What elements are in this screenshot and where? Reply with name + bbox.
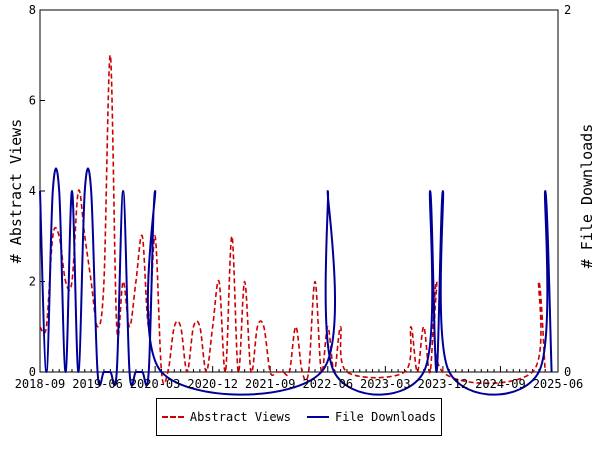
series-layer bbox=[39, 54, 553, 396]
y-left-tick-label: 0 bbox=[29, 365, 36, 379]
x-tick-label: 2024-09 bbox=[475, 377, 526, 391]
x-tick-label: 2022-06 bbox=[302, 377, 353, 391]
x-tick-label: 2019-06 bbox=[72, 377, 123, 391]
y-right-tick-label: 2 bbox=[564, 3, 571, 17]
x-tick-label: 2020-12 bbox=[187, 377, 238, 391]
y-right-tick-label: 0 bbox=[564, 365, 571, 379]
legend-item-abstract-views: Abstract Views bbox=[161, 410, 291, 424]
legend-item-file-downloads: File Downloads bbox=[307, 410, 436, 424]
labels-layer: 2018-09 2019-06 2020-03 2020-12 2021-09 2022-… bbox=[15, 3, 584, 391]
y-left-tick-label: 6 bbox=[29, 94, 36, 108]
x-tick-label: 2021-09 bbox=[245, 377, 296, 391]
legend-label-file-downloads: File Downloads bbox=[335, 410, 437, 424]
y-axis-left-title: # Abstract Views bbox=[7, 119, 25, 264]
x-tick-label: 2018-09 bbox=[15, 377, 66, 391]
series-line-file-downloads bbox=[39, 167, 553, 396]
legend-swatch-abstract-views bbox=[161, 416, 184, 418]
x-tick-label: 2023-12 bbox=[418, 377, 469, 391]
series-line-abstract-views bbox=[39, 54, 547, 385]
y-left-tick-label: 8 bbox=[29, 3, 36, 17]
legend: Abstract Views File Downloads bbox=[156, 398, 442, 436]
x-tick-label: 2020-03 bbox=[130, 377, 181, 391]
y-left-tick-label: 4 bbox=[29, 184, 36, 198]
legend-swatch-file-downloads bbox=[307, 416, 329, 418]
x-tick-label: 2025-06 bbox=[533, 377, 584, 391]
legend-label-abstract-views: Abstract Views bbox=[189, 410, 291, 424]
y-left-tick-label: 2 bbox=[29, 275, 36, 289]
x-tick-label: 2023-03 bbox=[360, 377, 411, 391]
y-axis-right-title: # File Downloads bbox=[578, 124, 596, 269]
